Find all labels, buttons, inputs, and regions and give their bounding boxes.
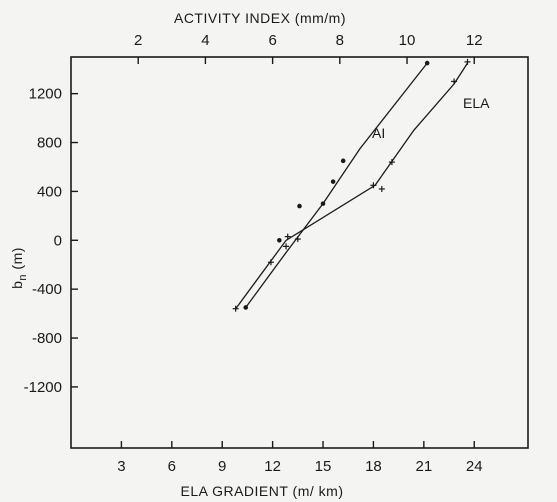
top-tick-label: 6 bbox=[268, 32, 276, 49]
y-axis-title-subscript: n bbox=[17, 274, 29, 281]
y-axis-title: bn (m) bbox=[9, 247, 29, 289]
y-tick-label: -800 bbox=[32, 330, 62, 347]
bottom-tick-label: 15 bbox=[315, 458, 332, 475]
top-tick-label: 4 bbox=[201, 32, 209, 49]
y-tick-label: 800 bbox=[37, 135, 62, 152]
bottom-tick-label: 6 bbox=[168, 458, 176, 475]
data-point-ela bbox=[284, 233, 291, 240]
data-point-ela bbox=[294, 236, 301, 243]
bottom-axis-title: ELA GRADIENT (m/ km) bbox=[181, 483, 344, 499]
series-layer bbox=[232, 58, 471, 312]
data-point-ai bbox=[277, 237, 282, 243]
bottom-tick-label: 18 bbox=[365, 458, 382, 475]
y-tick-label: 1200 bbox=[29, 86, 62, 103]
bottom-tick-label: 3 bbox=[117, 458, 125, 475]
bottom-tick-label: 24 bbox=[466, 458, 483, 475]
data-point-ai bbox=[320, 201, 326, 206]
series-line-ai bbox=[245, 62, 428, 308]
bottom-tick-label: 12 bbox=[264, 458, 281, 475]
data-point-ai bbox=[340, 158, 346, 164]
top-tick-label: 8 bbox=[336, 32, 344, 49]
top-axis-ticks: 2 4 6 8 10 12 bbox=[134, 32, 483, 64]
y-tick-label: -400 bbox=[32, 281, 62, 298]
top-tick-label: 12 bbox=[466, 32, 483, 49]
data-point-ai bbox=[330, 179, 336, 184]
data-point-ela bbox=[267, 259, 274, 266]
data-point-ela bbox=[232, 305, 239, 312]
y-tick-label: 0 bbox=[54, 232, 62, 249]
top-tick-label: 10 bbox=[399, 32, 416, 49]
top-tick-label: 2 bbox=[134, 32, 142, 49]
y-axis-title-main: b bbox=[9, 281, 25, 289]
data-point-ai bbox=[297, 203, 302, 209]
data-point-ela bbox=[451, 78, 458, 85]
bottom-tick-label: 21 bbox=[415, 458, 432, 475]
y-axis-ticks: 1200 800 400 0 -400 -800 -1200 bbox=[24, 86, 78, 396]
data-point-ai bbox=[243, 305, 249, 310]
bottom-axis-ticks: 3 6 9 12 15 18 21 24 bbox=[117, 441, 483, 475]
data-point-ela bbox=[370, 182, 377, 189]
y-tick-label: 400 bbox=[37, 183, 62, 200]
y-tick-label: -1200 bbox=[24, 379, 62, 396]
data-point-ela bbox=[378, 185, 385, 192]
data-point-ela bbox=[283, 243, 290, 250]
y-axis-title-suffix: (m) bbox=[9, 247, 25, 274]
bottom-tick-label: 9 bbox=[218, 458, 226, 475]
series-line-ela bbox=[235, 62, 469, 310]
data-point-ai bbox=[424, 60, 430, 66]
data-point-ela bbox=[464, 58, 471, 65]
plot-frame bbox=[70, 56, 529, 449]
series-label-ai: AI bbox=[372, 125, 385, 141]
top-axis-title: ACTIVITY INDEX (mm/m) bbox=[174, 10, 346, 26]
series-label-ela: ELA bbox=[463, 95, 490, 111]
data-point-ela bbox=[388, 159, 395, 166]
